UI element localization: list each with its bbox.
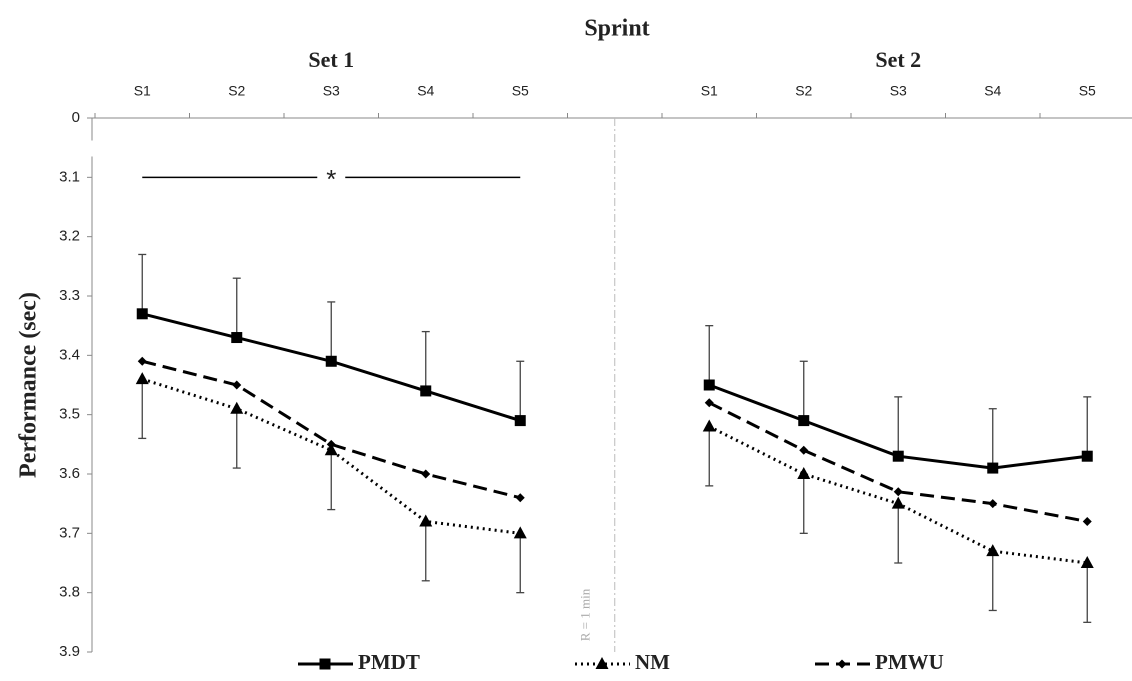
y-tick-label: 3.4 xyxy=(59,346,80,363)
marker xyxy=(137,356,147,366)
marker xyxy=(232,380,242,390)
marker xyxy=(703,379,715,391)
y-tick-label: 3.5 xyxy=(59,406,80,423)
marker xyxy=(798,415,810,427)
x-tick-label: S4 xyxy=(984,83,1001,99)
significance-label: * xyxy=(326,164,336,194)
marker xyxy=(1082,516,1092,526)
chart-title: Sprint xyxy=(584,16,649,42)
marker xyxy=(891,496,905,509)
marker xyxy=(987,462,999,474)
marker xyxy=(704,398,714,408)
legend-label: PMWU xyxy=(875,650,944,674)
marker xyxy=(893,487,903,497)
marker xyxy=(421,469,431,479)
marker xyxy=(1081,450,1093,462)
marker xyxy=(799,445,809,455)
group-label: Set 2 xyxy=(875,47,921,72)
marker xyxy=(797,467,811,479)
y-tick-label: 3.7 xyxy=(59,524,80,541)
marker xyxy=(514,415,526,427)
marker xyxy=(230,401,244,414)
marker xyxy=(988,499,998,509)
y-tick-label: 3.8 xyxy=(59,584,80,601)
y-axis-title: Performance (sec) xyxy=(16,292,42,478)
legend-label: NM xyxy=(635,650,670,674)
x-tick-label: S2 xyxy=(795,83,812,99)
group-label: Set 1 xyxy=(308,47,354,72)
x-tick-label: S3 xyxy=(890,83,907,99)
marker xyxy=(326,439,336,449)
marker xyxy=(231,332,243,344)
x-tick-label: S5 xyxy=(1079,83,1096,99)
x-tick-label: S1 xyxy=(134,83,151,99)
marker xyxy=(135,372,149,385)
y-tick-label: 3.6 xyxy=(59,465,80,482)
x-tick-label: S5 xyxy=(512,83,529,99)
marker xyxy=(986,544,1000,557)
marker xyxy=(1080,556,1094,568)
x-tick-label: S2 xyxy=(228,83,245,99)
x-tick-label: S1 xyxy=(701,83,718,99)
series-line xyxy=(141,359,1088,523)
y-tick-label: 3.2 xyxy=(59,228,80,245)
marker xyxy=(702,419,716,432)
marker xyxy=(420,385,432,397)
marker xyxy=(319,658,331,670)
legend-label: PMDT xyxy=(358,650,420,674)
marker xyxy=(419,514,433,527)
marker xyxy=(136,308,148,320)
x-tick-label: S3 xyxy=(323,83,340,99)
y-tick-label: 3.3 xyxy=(59,287,80,304)
marker xyxy=(892,450,904,462)
marker xyxy=(515,493,525,503)
marker xyxy=(595,657,609,669)
divider-label: R = 1 min xyxy=(578,588,593,641)
x-tick-label: S4 xyxy=(417,83,434,99)
marker xyxy=(325,355,337,367)
y-tick-label: 3.9 xyxy=(59,643,80,660)
marker xyxy=(513,526,527,539)
marker xyxy=(837,659,847,669)
y-tick-label: 3.1 xyxy=(59,168,80,185)
y-tick-label: 0 xyxy=(72,109,80,126)
marker xyxy=(324,443,338,456)
